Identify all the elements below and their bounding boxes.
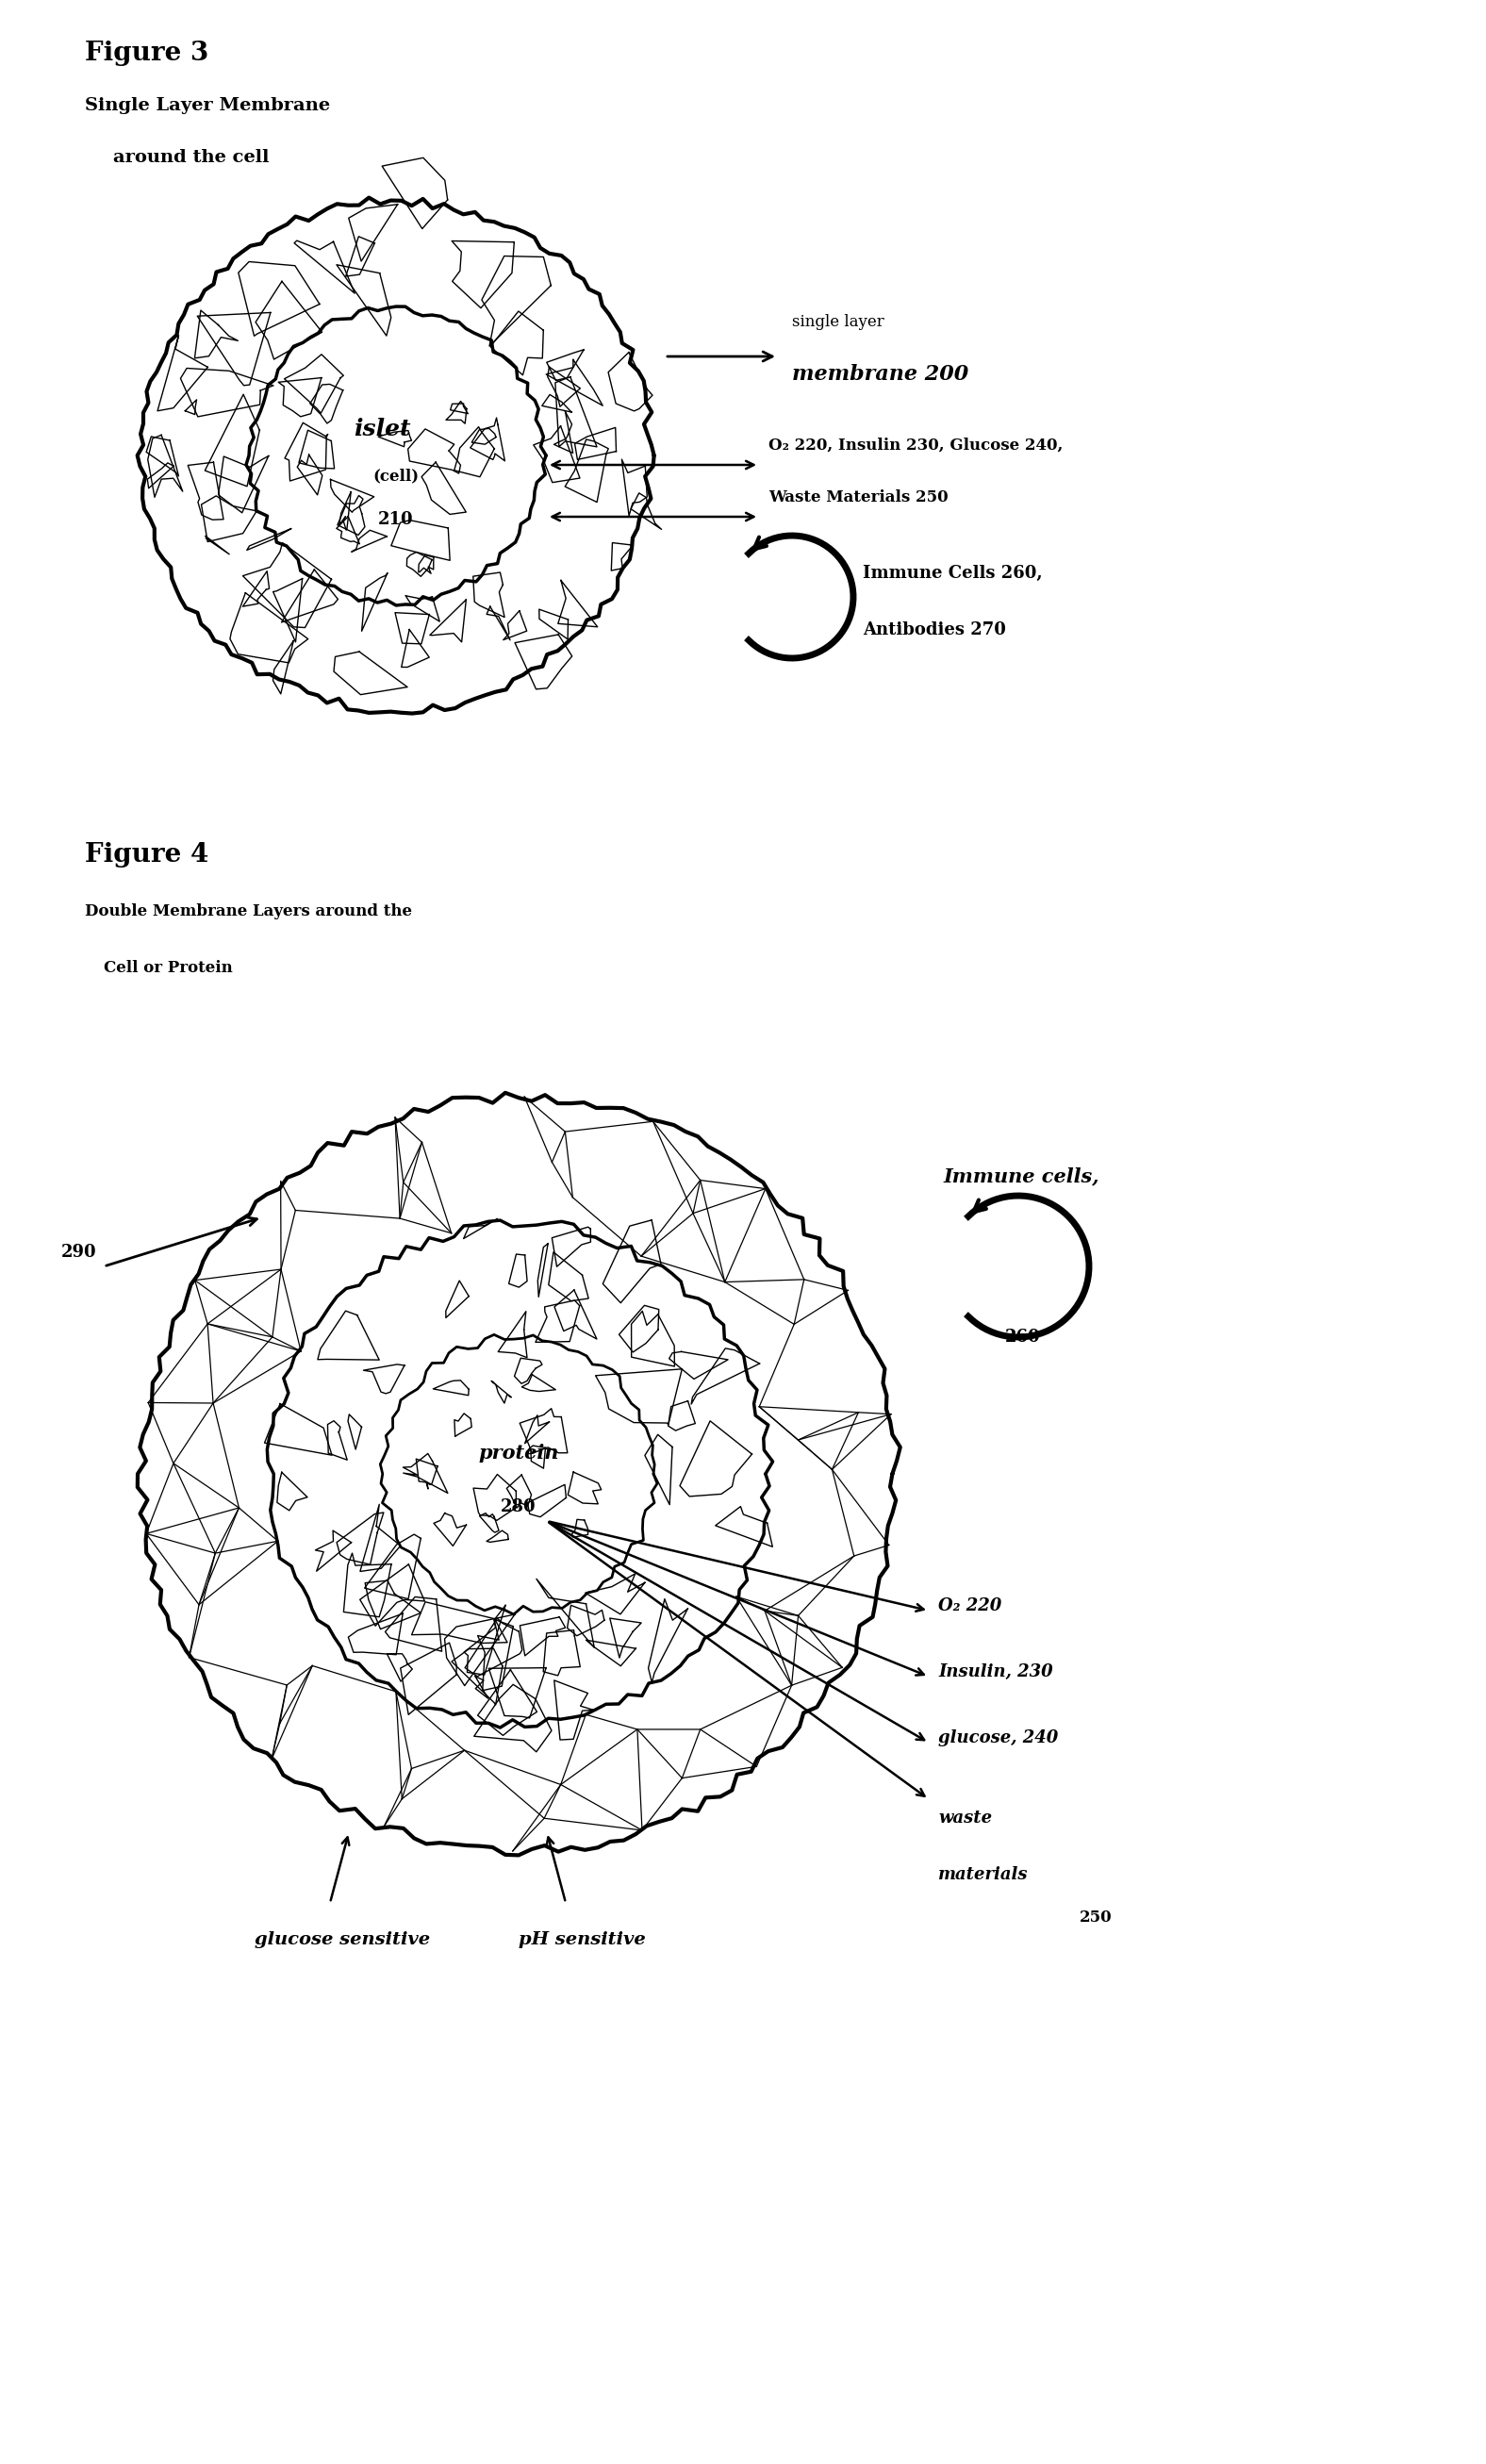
- Text: 250: 250: [1080, 1910, 1112, 1924]
- Text: 210: 210: [379, 510, 413, 527]
- Text: Cell or Protein: Cell or Protein: [104, 961, 233, 976]
- Text: around the cell: around the cell: [113, 148, 269, 165]
- Text: 280: 280: [501, 1498, 536, 1515]
- Text: 290: 290: [61, 1244, 97, 1262]
- Text: (cell): (cell): [373, 468, 419, 485]
- Text: protein: protein: [478, 1444, 559, 1464]
- Text: Waste Materials 250: Waste Materials 250: [768, 490, 948, 505]
- Text: 260: 260: [1006, 1328, 1040, 1345]
- Text: O₂ 220, Insulin 230, Glucose 240,: O₂ 220, Insulin 230, Glucose 240,: [768, 439, 1062, 453]
- Text: Immune Cells 260,: Immune Cells 260,: [863, 564, 1043, 582]
- Text: materials: materials: [938, 1865, 1028, 1882]
- Text: single layer: single layer: [792, 313, 884, 330]
- Text: Antibodies 270: Antibodies 270: [863, 621, 1006, 638]
- Text: Double Membrane Layers around the: Double Membrane Layers around the: [85, 904, 412, 919]
- Text: Figure 4: Figure 4: [85, 843, 208, 867]
- Text: glucose, 240: glucose, 240: [938, 1730, 1058, 1747]
- Text: Insulin, 230: Insulin, 230: [938, 1663, 1054, 1680]
- Text: Single Layer Membrane: Single Layer Membrane: [85, 96, 330, 113]
- Text: Immune cells,: Immune cells,: [944, 1165, 1100, 1185]
- Text: membrane 200: membrane 200: [792, 365, 969, 384]
- Text: waste: waste: [938, 1809, 993, 1826]
- Text: glucose sensitive: glucose sensitive: [254, 1932, 429, 1949]
- Text: islet: islet: [354, 419, 410, 441]
- Text: O₂ 220: O₂ 220: [938, 1597, 1002, 1614]
- Text: Figure 3: Figure 3: [85, 39, 208, 67]
- Text: pH sensitive: pH sensitive: [519, 1932, 645, 1949]
